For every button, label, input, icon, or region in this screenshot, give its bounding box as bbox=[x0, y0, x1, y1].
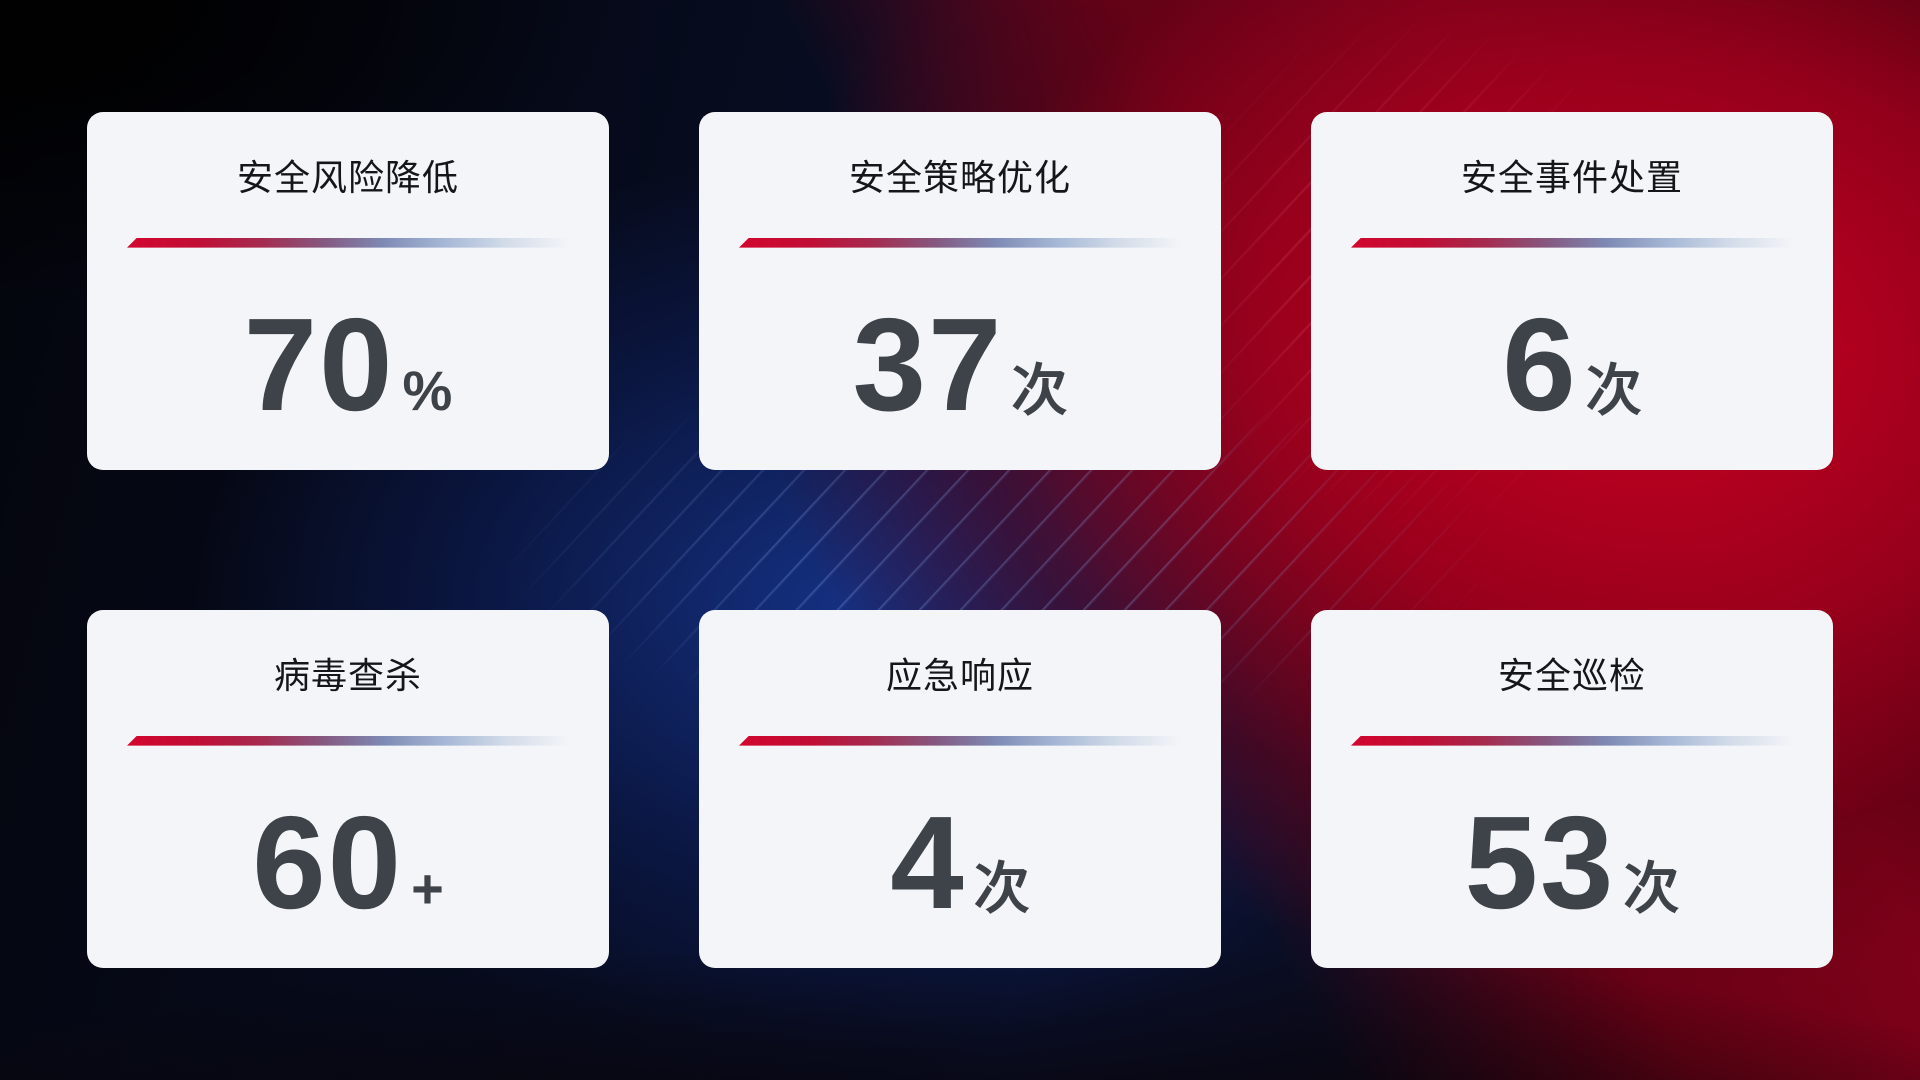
stat-number: 60 bbox=[252, 788, 404, 936]
stat-value-group: 6 次 bbox=[1502, 290, 1642, 438]
stat-title: 安全策略优化 bbox=[848, 157, 1071, 198]
gradient-divider bbox=[739, 237, 1181, 248]
stat-value: 4 次 bbox=[699, 746, 1221, 968]
stat-number: 53 bbox=[1464, 788, 1616, 936]
stat-title: 安全事件处置 bbox=[1460, 157, 1683, 198]
stat-unit: % bbox=[402, 358, 453, 422]
gradient-divider bbox=[127, 237, 569, 248]
stat-title: 病毒查杀 bbox=[273, 655, 422, 696]
stat-value-group: 4 次 bbox=[890, 788, 1030, 936]
stat-number: 6 bbox=[1502, 290, 1578, 438]
stat-number: 4 bbox=[890, 788, 966, 936]
stat-value: 6 次 bbox=[1311, 248, 1833, 470]
stat-value-group: 37 次 bbox=[852, 290, 1068, 438]
stat-value: 60 + bbox=[87, 746, 609, 968]
stat-value-group: 60 + bbox=[252, 788, 444, 936]
stat-unit: + bbox=[411, 856, 444, 920]
stat-card-policy-optimization: 安全策略优化 37 次 bbox=[699, 112, 1221, 470]
stat-unit: 次 bbox=[1011, 358, 1068, 422]
stat-unit: 次 bbox=[1623, 856, 1680, 920]
stat-value-group: 70 % bbox=[243, 290, 453, 438]
stat-number: 70 bbox=[243, 290, 395, 438]
stat-value: 70 % bbox=[87, 248, 609, 470]
gradient-divider bbox=[127, 735, 569, 746]
stat-unit: 次 bbox=[1585, 358, 1642, 422]
stat-value: 53 次 bbox=[1311, 746, 1833, 968]
stat-title: 安全巡检 bbox=[1497, 655, 1646, 696]
stat-number: 37 bbox=[852, 290, 1004, 438]
stat-card-security-inspection: 安全巡检 53 次 bbox=[1311, 610, 1833, 968]
stat-card-emergency-response: 应急响应 4 次 bbox=[699, 610, 1221, 968]
stat-unit: 次 bbox=[973, 856, 1030, 920]
gradient-divider bbox=[739, 735, 1181, 746]
stat-value: 37 次 bbox=[699, 248, 1221, 470]
gradient-divider bbox=[1351, 237, 1793, 248]
gradient-divider bbox=[1351, 735, 1793, 746]
stat-value-group: 53 次 bbox=[1464, 788, 1680, 936]
stat-card-risk-reduction: 安全风险降低 70 % bbox=[87, 112, 609, 470]
stat-card-incident-handling: 安全事件处置 6 次 bbox=[1311, 112, 1833, 470]
stat-card-virus-scan: 病毒查杀 60 + bbox=[87, 610, 609, 968]
stat-title: 安全风险降低 bbox=[236, 157, 459, 198]
stat-title: 应急响应 bbox=[885, 655, 1034, 696]
